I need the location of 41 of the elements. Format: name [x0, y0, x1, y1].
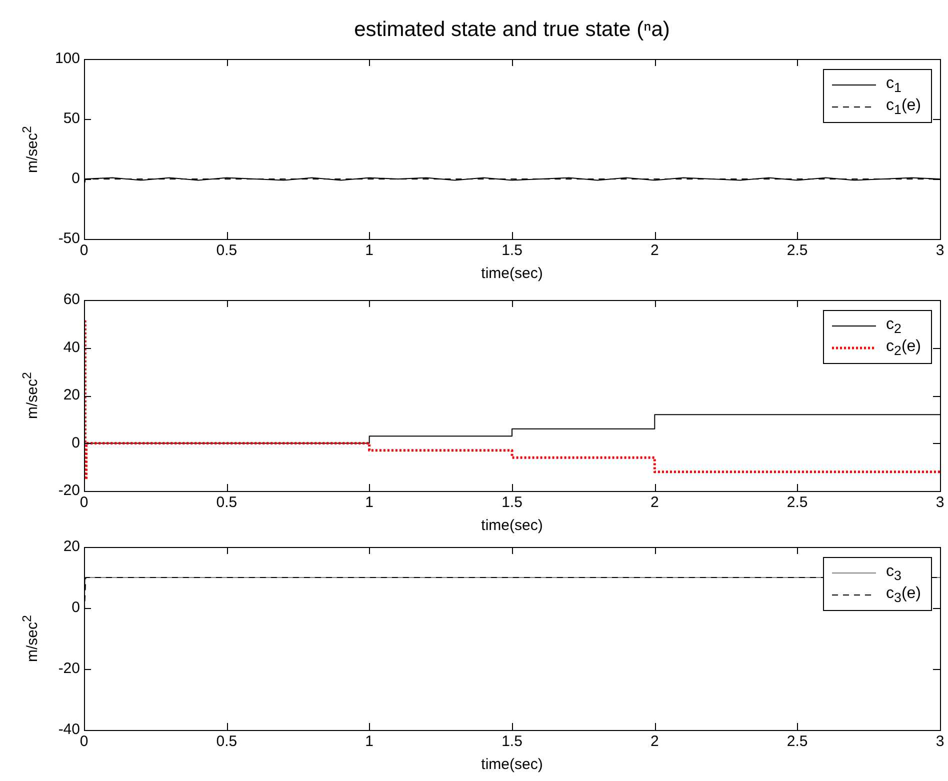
x-tick-label: 2.5 [786, 733, 808, 750]
x-tick-label: 3 [936, 242, 944, 260]
x-tick-label: 1 [365, 733, 374, 750]
y-tick-label: -50 [58, 230, 80, 248]
x-tick-label: 1 [365, 242, 374, 260]
chart-title: estimated state and true state (ⁿa) [353, 18, 671, 42]
x-tick-label: 2 [650, 242, 659, 260]
x-tick-label: 1.5 [502, 733, 522, 750]
y-tick-label: 50 [63, 110, 80, 128]
x-tick-label: 2.5 [786, 242, 808, 260]
y-tick-label: 0 [72, 599, 80, 616]
y-tick-label: 100 [54, 50, 80, 68]
x-tick-label: 2.5 [786, 494, 808, 512]
legend-label: c$_{1}$(e) [886, 96, 921, 118]
y-tick-label: 0 [72, 170, 80, 188]
legend-label: c$_{1}$ [886, 74, 902, 96]
y-tick-label: -40 [58, 721, 80, 738]
y-tick-label: -20 [58, 660, 80, 678]
y-tick-label: 20 [63, 386, 80, 404]
legend-label: c$_{2}$(e) [886, 338, 921, 358]
y-tick-label: 0 [72, 434, 80, 452]
x-tick-label: 1 [365, 494, 374, 512]
x-axis-title: time(sec) [481, 517, 543, 534]
y-tick-label: 20 [63, 538, 80, 556]
x-tick-label: 3 [936, 494, 944, 512]
x-axis-title: time(sec) [481, 756, 543, 774]
y-tick-label: 60 [63, 291, 80, 308]
x-tick-label: 2 [650, 494, 659, 512]
x-tick-label: 1.5 [502, 242, 522, 260]
x-tick-label: 0.5 [216, 494, 238, 512]
x-tick-label: 0.5 [216, 242, 238, 260]
x-tick-label: 2 [650, 733, 659, 750]
legend-label: c$_{3}$(e) [886, 584, 921, 606]
x-tick-label: 0.5 [216, 733, 238, 750]
y-tick-label: 40 [63, 338, 80, 356]
x-tick-label: 1.5 [502, 494, 522, 512]
y-tick-label: -20 [58, 482, 80, 500]
x-tick-label: 3 [936, 733, 944, 750]
legend-label: c$_{2}$ [886, 316, 902, 336]
x-axis-title: time(sec) [481, 265, 543, 282]
legend-label: c$_{3}$ [886, 562, 902, 584]
